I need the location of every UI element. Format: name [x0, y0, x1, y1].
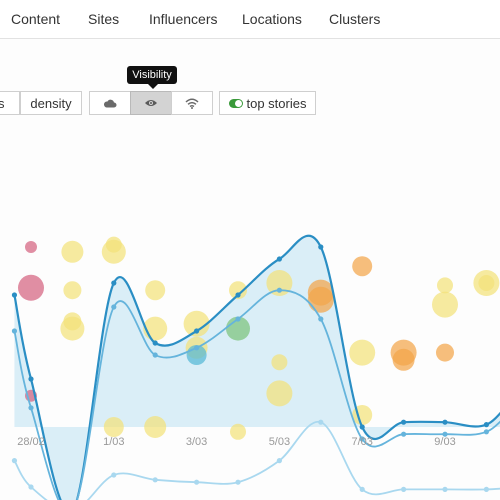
story-bubble-19 — [266, 270, 293, 296]
story-bubble-23 — [307, 286, 334, 313]
eye-icon — [145, 100, 157, 106]
density-label: density — [30, 95, 72, 111]
cloud-icon — [103, 99, 117, 108]
story-bubble-4 — [63, 281, 82, 300]
series-line-tertiary-point-8 — [318, 419, 324, 425]
tab-sites[interactable]: Sites — [88, 11, 120, 27]
series-line-primary-point-9 — [359, 424, 365, 430]
visibility-tooltip: Visibility — [127, 66, 177, 89]
series-line-secondary-point-9 — [359, 436, 365, 442]
x-tick-label-4: 7/03 — [351, 436, 372, 448]
series-line-tertiary-point-3 — [111, 472, 117, 478]
top-navigation: Content Sites Influencers Locations Clus… — [0, 0, 500, 39]
series-line-tertiary-point-6 — [235, 479, 241, 485]
series-line-secondary-point-0 — [11, 328, 18, 334]
story-bubble-18 — [230, 423, 246, 440]
x-tick-label-1: 1/03 — [103, 436, 124, 448]
series-line-secondary-point-10 — [401, 431, 407, 437]
density-button[interactable]: density — [20, 91, 82, 115]
x-tick-label-3: 5/03 — [269, 436, 290, 448]
series-line-secondary-point-3 — [111, 304, 117, 310]
series-line-tertiary-point-12 — [483, 486, 489, 492]
story-bubble-12 — [144, 416, 167, 438]
story-bubble-25 — [349, 339, 376, 366]
series-line-secondary-point-11 — [442, 431, 448, 437]
series-line-primary-point-11 — [442, 419, 448, 425]
series-line-primary-point-6 — [235, 292, 241, 298]
wifi-icon — [185, 98, 199, 109]
x-tick-label-2: 3/03 — [186, 436, 207, 448]
story-bubble-6 — [60, 316, 85, 341]
series-line-primary-point-5 — [194, 328, 200, 334]
story-bubble-33 — [473, 270, 500, 296]
story-bubble-1 — [18, 274, 44, 301]
x-tick-label-5: 9/03 — [434, 436, 455, 448]
toggle-on-icon — [228, 98, 243, 108]
story-bubble-24 — [352, 256, 373, 277]
top-stories-label: top stories — [246, 95, 307, 111]
top-stories-button[interactable]: top stories — [219, 91, 316, 115]
story-bubble-21 — [266, 380, 293, 407]
series-line-tertiary-point-7 — [276, 458, 282, 464]
wifi-toggle-button[interactable] — [171, 91, 213, 115]
story-bubble-28 — [392, 348, 415, 371]
story-bubble-20 — [271, 354, 288, 371]
story-bubble-11 — [103, 417, 124, 437]
series-line-secondary — [13, 289, 500, 500]
story-bubble-16 — [229, 281, 247, 300]
visibility-chart: 28/02 1/03 3/03 5/03 7/03 9/03 — [11, 234, 500, 500]
series-line-primary-point-1 — [28, 376, 34, 382]
x-tick-label-0: 28/02 — [17, 436, 45, 448]
visibility-area — [14, 235, 500, 500]
tab-clusters[interactable]: Clusters — [329, 11, 381, 27]
view-mode-label-partial: s — [0, 95, 5, 111]
story-bubble-9 — [145, 280, 166, 301]
story-bubble-0 — [25, 241, 37, 253]
story-bubble-31 — [432, 291, 458, 318]
story-bubble-29 — [436, 343, 454, 362]
visibility-toggle-button[interactable] — [130, 91, 172, 115]
series-line-secondary-point-12 — [483, 429, 489, 435]
series-line-secondary-point-7 — [276, 287, 282, 293]
tab-locations[interactable]: Locations — [242, 11, 302, 27]
series-line-tertiary-point-9 — [359, 486, 365, 492]
series-line-primary-point-10 — [401, 419, 407, 425]
series-line-primary-point-12 — [483, 422, 489, 428]
story-bubble-13 — [183, 310, 210, 337]
series-line-primary-point-3 — [111, 280, 117, 286]
series-line-secondary-point-4 — [152, 352, 158, 358]
cloud-toggle-button[interactable] — [89, 91, 131, 115]
series-line-primary-point-4 — [152, 340, 158, 346]
story-bubble-30 — [437, 277, 453, 294]
series-line-tertiary-point-0 — [11, 458, 18, 464]
series-line-secondary-point-8 — [318, 316, 324, 322]
chart-toolbar: s density top stories — [0, 91, 500, 116]
tab-influencers[interactable]: Influencers — [149, 11, 218, 27]
series-line-primary-point-8 — [318, 244, 324, 250]
series-line-tertiary-point-5 — [194, 479, 200, 485]
series-line-secondary-point-5 — [194, 345, 200, 351]
series-line-tertiary-point-4 — [152, 477, 158, 483]
tab-content[interactable]: Content — [11, 11, 61, 27]
series-line-tertiary-point-10 — [401, 486, 407, 492]
series-line-secondary-point-1 — [28, 405, 34, 411]
series-line-tertiary-point-11 — [442, 486, 448, 492]
series-line-primary-point-7 — [276, 256, 282, 262]
story-bubble-3 — [61, 240, 84, 263]
series-line-tertiary-point-1 — [28, 484, 34, 490]
series-line-secondary-point-6 — [235, 316, 241, 322]
series-line-primary-point-0 — [11, 292, 18, 298]
story-bubble-8 — [105, 236, 122, 253]
view-mode-button-partial[interactable]: s — [0, 91, 20, 115]
